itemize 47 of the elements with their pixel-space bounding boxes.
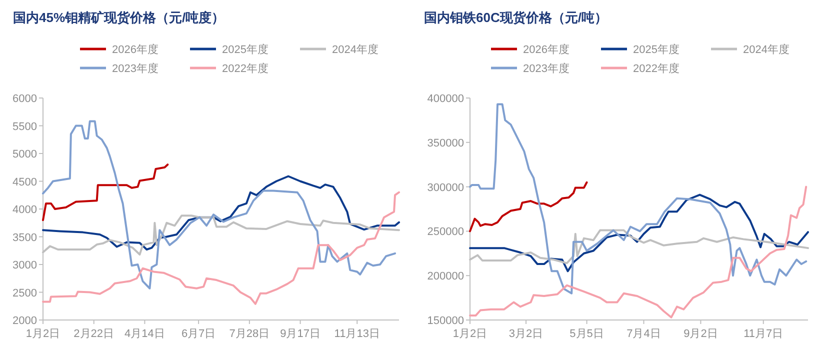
legend-label: 2026年度 [112, 43, 158, 56]
legend-label: 2024年度 [743, 43, 790, 56]
legend-label: 2025年度 [633, 43, 680, 56]
legend-label: 2023年度 [112, 62, 158, 75]
legend-label: 2025年度 [222, 43, 268, 56]
x-tick-label: 11月13日 [334, 328, 380, 340]
x-tick-label: 5月5日 [570, 328, 604, 340]
y-tick-label: 400000 [427, 93, 464, 105]
x-tick-label: 4月14日 [124, 328, 165, 340]
line-series [42, 175, 400, 251]
y-tick-label: 200000 [427, 270, 464, 283]
line-series [469, 194, 809, 272]
y-tick-label: 150000 [427, 315, 464, 327]
chart-title: 国内钼铁60C现货价格（元/吨） [424, 10, 608, 25]
x-tick-label: 3月2日 [508, 328, 544, 340]
y-tick-label: 2000 [12, 315, 37, 327]
line-series [42, 120, 396, 290]
y-tick-label: 5500 [12, 120, 37, 133]
y-tick-label: 300000 [427, 182, 464, 194]
legend-label: 2024年度 [332, 43, 378, 56]
x-tick-label: 7月4日 [626, 328, 661, 340]
x-tick-label: 9月2日 [684, 328, 718, 340]
legend-label: 2026年度 [523, 43, 570, 56]
y-tick-label: 4000 [12, 204, 37, 216]
y-tick-label: 4500 [12, 176, 37, 188]
line-series [42, 164, 169, 222]
x-tick-label: 7月28日 [229, 328, 270, 340]
chart-title: 国内45%钼精矿现货价格（元/吨度） [13, 10, 225, 25]
legend-label: 2022年度 [633, 62, 680, 75]
y-tick-label: 2500 [12, 287, 37, 300]
x-tick-label: 11月7日 [744, 328, 784, 340]
y-tick-label: 250000 [427, 226, 464, 238]
legend-label: 2022年度 [222, 62, 268, 75]
y-tick-label: 3500 [12, 232, 37, 244]
line-series [469, 103, 808, 294]
x-tick-label: 6月7日 [181, 328, 216, 340]
legend-label: 2023年度 [523, 62, 570, 75]
x-tick-label: 1月2日 [26, 328, 60, 340]
y-tick-label: 3000 [12, 260, 37, 272]
line-series [42, 191, 400, 305]
y-tick-label: 350000 [427, 137, 464, 150]
y-tick-label: 6000 [12, 93, 37, 105]
line-series [469, 181, 588, 232]
x-tick-label: 9月17日 [280, 328, 320, 340]
x-tick-label: 2月22日 [74, 328, 114, 340]
y-tick-label: 5000 [12, 148, 37, 160]
x-tick-label: 1月2日 [452, 328, 488, 340]
